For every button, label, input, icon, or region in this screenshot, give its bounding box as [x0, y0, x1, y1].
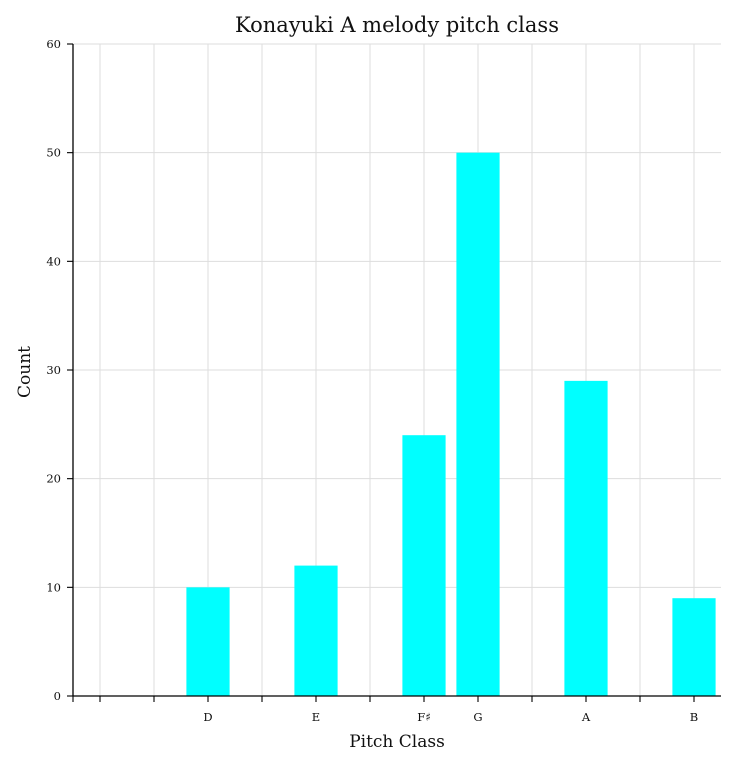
- y-tick-label: 20: [46, 472, 61, 486]
- x-tick-label: G: [473, 710, 482, 724]
- x-axis-label: Pitch Class: [349, 732, 445, 752]
- bars: [186, 152, 716, 696]
- bar-G: [456, 152, 500, 696]
- ticks: 0 10 20 30 40 50 60 D E F♯ G A B: [46, 37, 698, 724]
- bar-B: [672, 598, 716, 696]
- bar-D: [186, 587, 230, 696]
- chart-title: Konayuki A melody pitch class: [235, 13, 559, 37]
- x-tick-label: B: [690, 710, 698, 724]
- x-tick-label: A: [581, 710, 591, 724]
- grid-lines: [73, 43, 721, 696]
- x-tick-label: F♯: [417, 710, 431, 724]
- y-tick-label: 50: [46, 146, 61, 160]
- y-tick-label: 30: [46, 363, 61, 377]
- y-tick-label: 60: [46, 37, 61, 51]
- x-tick-label: E: [312, 710, 320, 724]
- bar-E: [294, 565, 338, 696]
- y-tick-label: 40: [46, 254, 61, 268]
- y-tick-label: 0: [54, 689, 61, 703]
- y-tick-label: 10: [46, 580, 61, 594]
- x-tick-label: D: [203, 710, 212, 724]
- bar-F♯: [402, 435, 446, 696]
- y-axis-label: Count: [15, 346, 35, 398]
- bar-A: [564, 380, 608, 696]
